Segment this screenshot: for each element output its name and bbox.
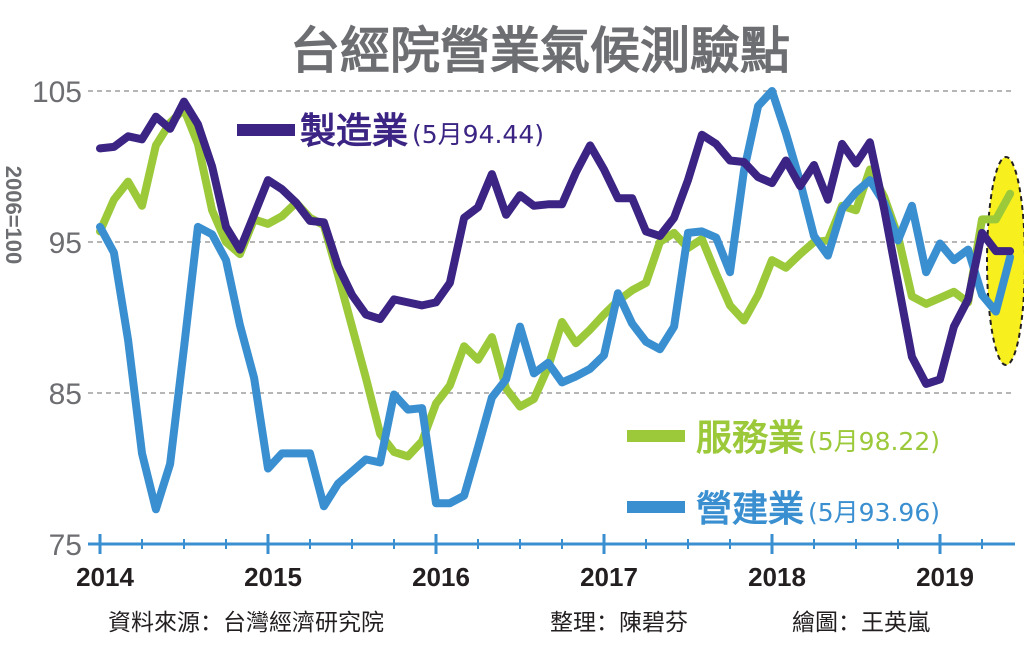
- legend-label: 營建業 (5月93.96): [696, 489, 940, 530]
- legend-latest-value: (5月98.22): [808, 427, 940, 456]
- x-tick-label: 2016: [412, 562, 470, 592]
- x-tick-label: 2015: [244, 562, 302, 592]
- legend-series-name: 服務業: [696, 418, 804, 459]
- x-tick-label: 2014: [76, 562, 134, 592]
- legend-label: 製造業 (5月94.44): [300, 111, 544, 152]
- legend-series-name: 營建業: [696, 489, 804, 530]
- y-tick-label: 85: [49, 378, 82, 411]
- footer-artist: 繪圖：王英嵐: [792, 610, 930, 636]
- footer-editor: 整理：陳碧芬: [550, 610, 688, 636]
- x-tick-labels: 2014 2015 2016 2017 2018 2019: [76, 562, 974, 592]
- legend: 製造業 (5月94.44) 服務業 (5月98.22) 營建業 (5月93.96): [237, 111, 940, 530]
- x-tick-label: 2017: [580, 562, 638, 592]
- series-line-0: [96, 97, 1015, 388]
- x-tick-label: 2018: [748, 562, 806, 592]
- series-lines: [96, 87, 1015, 514]
- x-tick-label: 2019: [916, 562, 974, 592]
- y-tick-label: 75: [49, 529, 82, 562]
- y-tick-label: 105: [32, 76, 82, 109]
- legend-series-name: 製造業: [300, 111, 408, 152]
- y-axis-label: 2006=100: [1, 166, 26, 265]
- series-line-2: [96, 87, 1015, 514]
- x-axis: [88, 534, 1015, 554]
- legend-latest-value: (5月93.96): [808, 498, 940, 527]
- legend-label: 服務業 (5月98.22): [696, 418, 940, 459]
- y-tick-label: 95: [49, 227, 82, 260]
- legend-latest-value: (5月94.44): [412, 120, 544, 149]
- y-tick-labels: 105 95 85 75: [32, 76, 82, 562]
- footer-source: 資料來源：台灣經濟研究院: [108, 610, 384, 636]
- chart-title: 台經院營業氣候測驗點: [290, 22, 790, 80]
